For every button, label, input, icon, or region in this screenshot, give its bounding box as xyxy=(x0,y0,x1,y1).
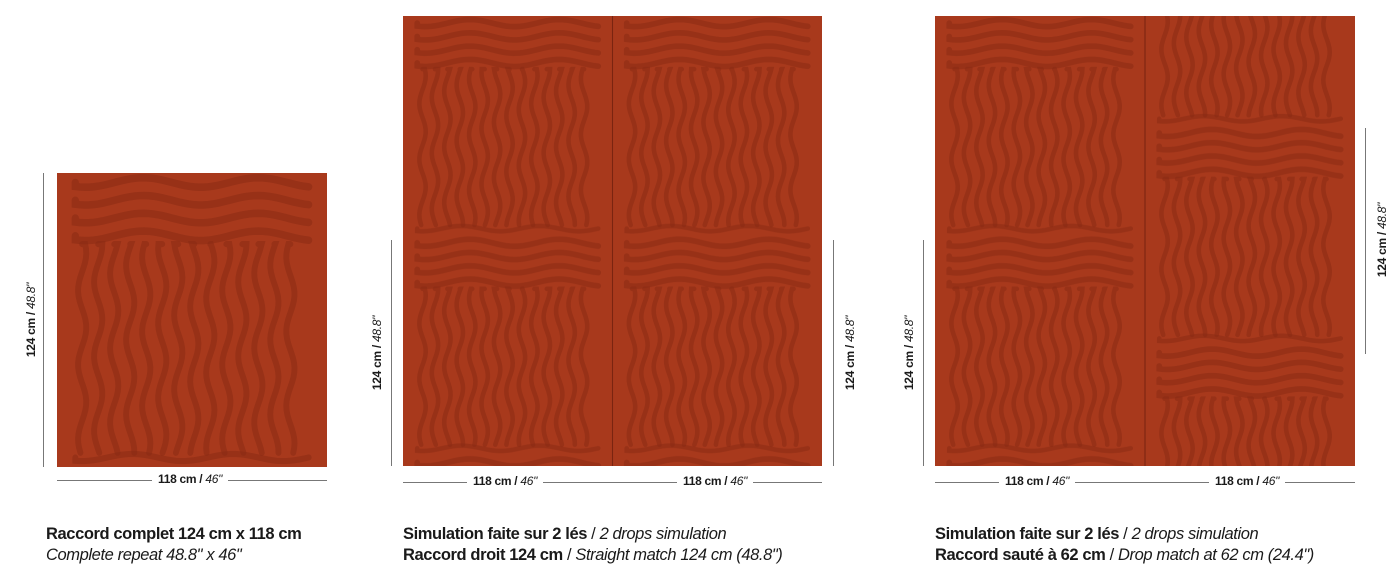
height-dimension-line xyxy=(43,173,44,467)
height-dimension-line-right xyxy=(833,240,834,466)
height-dimension-label-left: 124 cm / 48.8" xyxy=(370,315,384,391)
height-dimension-label-right: 124 cm / 48.8" xyxy=(1375,202,1389,278)
caption-complete-repeat: Raccord complet 124 cm x 118 cm Complete… xyxy=(46,525,302,564)
height-dimension-label: 124 cm / 48.8" xyxy=(24,282,38,358)
height-dimension-line-left xyxy=(923,240,924,466)
width-dimension-label-left: 118 cm / 46" xyxy=(467,474,544,488)
caption-drop-match: Simulation faite sur 2 lés / 2 drops sim… xyxy=(935,525,1314,564)
width-dimension-line xyxy=(935,482,1355,483)
wallpaper-strip xyxy=(935,16,1145,466)
wallpaper-straight-match-simulation xyxy=(403,16,822,466)
caption-straight-match: Simulation faite sur 2 lés / 2 drops sim… xyxy=(403,525,783,564)
height-dimension-label-right: 124 cm / 48.8" xyxy=(843,315,857,391)
width-dimension-line xyxy=(403,482,822,483)
wallpaper-strip xyxy=(403,16,613,466)
width-dimension-label-left: 118 cm / 46" xyxy=(999,474,1076,488)
width-dimension-label-right: 118 cm / 46" xyxy=(677,474,754,488)
width-dimension-label-right: 118 cm / 46" xyxy=(1209,474,1286,488)
wallpaper-strip xyxy=(612,16,822,466)
width-dimension-label: 118 cm / 46" xyxy=(152,472,229,486)
wallpaper-strip xyxy=(57,173,327,467)
height-dimension-label-left: 124 cm / 48.8" xyxy=(902,315,916,391)
wallpaper-drop-match-simulation xyxy=(935,16,1355,466)
height-dimension-line-right xyxy=(1365,128,1366,354)
height-dimension-line-left xyxy=(391,240,392,466)
wallpaper-repeat-sample xyxy=(57,173,327,467)
wallpaper-strip xyxy=(1145,16,1355,466)
